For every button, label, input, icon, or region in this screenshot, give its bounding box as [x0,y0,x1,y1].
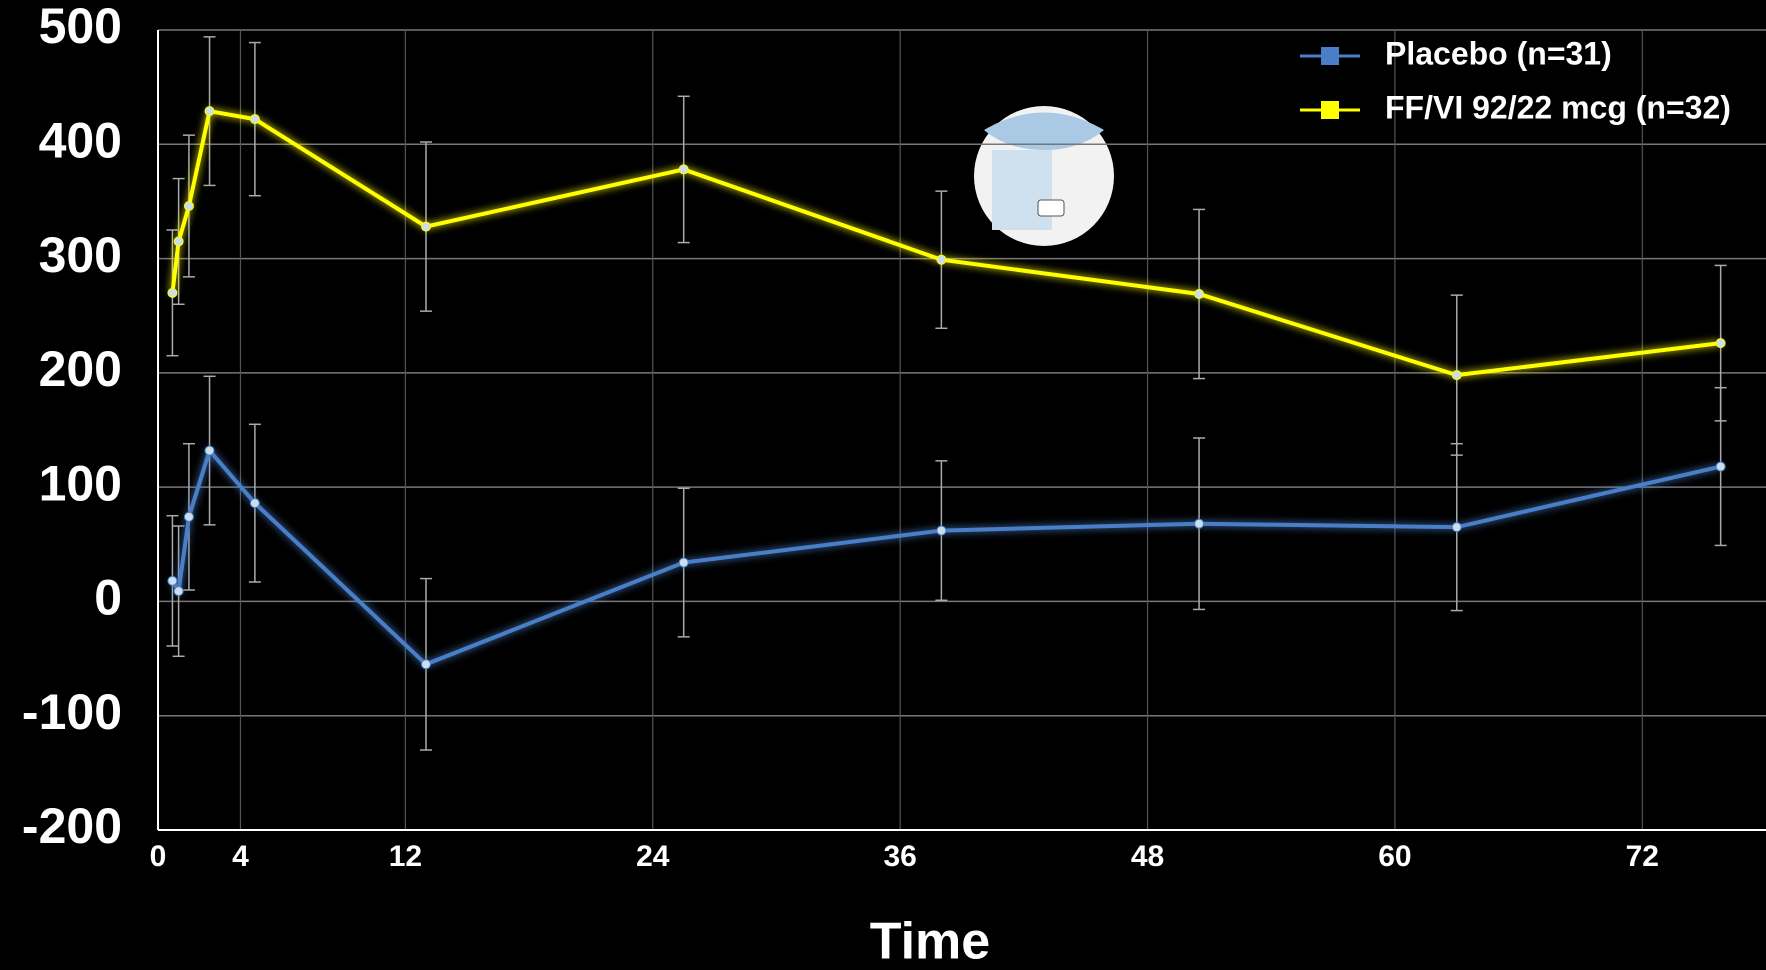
y-tick-label: 500 [39,0,122,54]
y-tick-label: -200 [22,798,122,854]
data-point [936,254,947,265]
data-point [421,659,431,670]
data-point [183,511,194,522]
data-point [204,445,215,456]
legend-label: FF/VI 92/22 mcg (n=32) [1385,89,1731,125]
data-point [421,221,431,232]
data-point [678,557,689,568]
data-point [173,236,184,247]
y-tick-label: 200 [39,341,122,397]
data-point [1451,370,1462,381]
x-tick-label: 72 [1626,840,1659,873]
y-tick-label: 300 [39,227,122,283]
data-point [1451,522,1462,533]
data-point [1194,289,1205,299]
data-point [1194,518,1205,529]
y-tick-label: -100 [22,684,122,740]
data-point [204,106,215,117]
data-point [249,498,260,509]
x-axis-title: Time [870,913,990,970]
data-point [1715,338,1726,349]
y-tick-label: 0 [94,570,122,626]
legend-label: Placebo (n=31) [1385,35,1612,71]
data-point [167,287,178,298]
data-point [183,201,194,211]
x-tick-label: 24 [636,840,670,873]
data-point [173,586,184,597]
x-tick-label: 12 [389,840,422,873]
data-point [1715,461,1726,472]
legend-marker [1321,47,1339,65]
data-point [167,575,178,586]
legend-marker [1321,101,1339,119]
x-tick-label: 0 [150,840,167,873]
y-tick-label: 400 [39,112,122,168]
x-tick-label: 48 [1131,840,1164,873]
data-point [678,164,689,175]
x-tick-label: 36 [883,840,916,873]
x-tick-label: 60 [1378,840,1411,873]
data-point [249,114,260,125]
inhaler-picture [974,106,1114,246]
data-point [936,525,947,536]
y-tick-label: 100 [39,455,122,511]
x-tick-label: 4 [232,840,249,873]
